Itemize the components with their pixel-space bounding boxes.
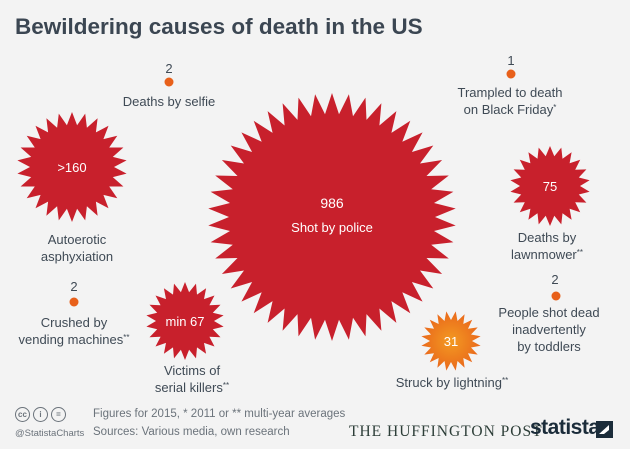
sources-note: Sources: Various media, own research bbox=[93, 426, 290, 438]
value-label-auto: >160 bbox=[57, 160, 86, 175]
bubble-lightning bbox=[421, 311, 481, 371]
value-label-police: 986 bbox=[320, 195, 344, 211]
category-label-police: Shot by police bbox=[291, 220, 373, 235]
statista-handle: @StatistaCharts bbox=[15, 428, 85, 439]
equals-icon: = bbox=[51, 407, 66, 422]
statista-logo[interactable]: statista bbox=[530, 416, 600, 439]
category-label-auto: Autoerotic asphyxiation bbox=[40, 232, 114, 264]
chart-title: Bewildering causes of death in the US bbox=[15, 14, 423, 39]
cc-icon: cc bbox=[15, 407, 30, 422]
value-label-lawn: 75 bbox=[543, 179, 557, 194]
bubble-serial bbox=[146, 282, 224, 360]
category-label-toddlers: People shot dead inadvertently by toddlers bbox=[498, 305, 600, 354]
bubble-auto bbox=[17, 112, 127, 222]
statista-logo-icon bbox=[596, 421, 613, 438]
by-icon: i bbox=[33, 407, 48, 422]
partner-logo[interactable]: THE HUFFINGTON POST bbox=[349, 423, 543, 440]
category-label-vending: Crushed by vending machines** bbox=[18, 315, 130, 347]
license-icons[interactable]: cc i = bbox=[15, 407, 66, 422]
value-label-friday: 1 bbox=[507, 53, 515, 68]
value-label-vending: 2 bbox=[70, 279, 78, 294]
category-label-selfie: Deaths by selfie bbox=[122, 94, 216, 109]
value-label-selfie: 2 bbox=[165, 61, 173, 76]
bubble-police bbox=[208, 93, 456, 341]
footnote: Figures for 2015, * 2011 or ** multi-yea… bbox=[93, 408, 346, 420]
value-label-toddlers: 2 bbox=[551, 272, 559, 287]
dot-toddlers bbox=[551, 291, 561, 301]
category-label-lightning: Struck by lightning** bbox=[395, 375, 509, 390]
dot-selfie bbox=[164, 77, 174, 87]
category-label-lawn: Deaths by lawnmower** bbox=[511, 230, 583, 262]
category-label-friday: Trampled to death on Black Friday* bbox=[457, 85, 563, 117]
dot-friday bbox=[506, 69, 516, 79]
category-label-serial: Victims of serial killers** bbox=[154, 363, 230, 395]
dot-vending bbox=[69, 297, 79, 307]
value-label-serial: min 67 bbox=[165, 314, 204, 329]
value-label-lightning: 31 bbox=[444, 334, 458, 349]
bubble-lawn bbox=[510, 146, 590, 226]
